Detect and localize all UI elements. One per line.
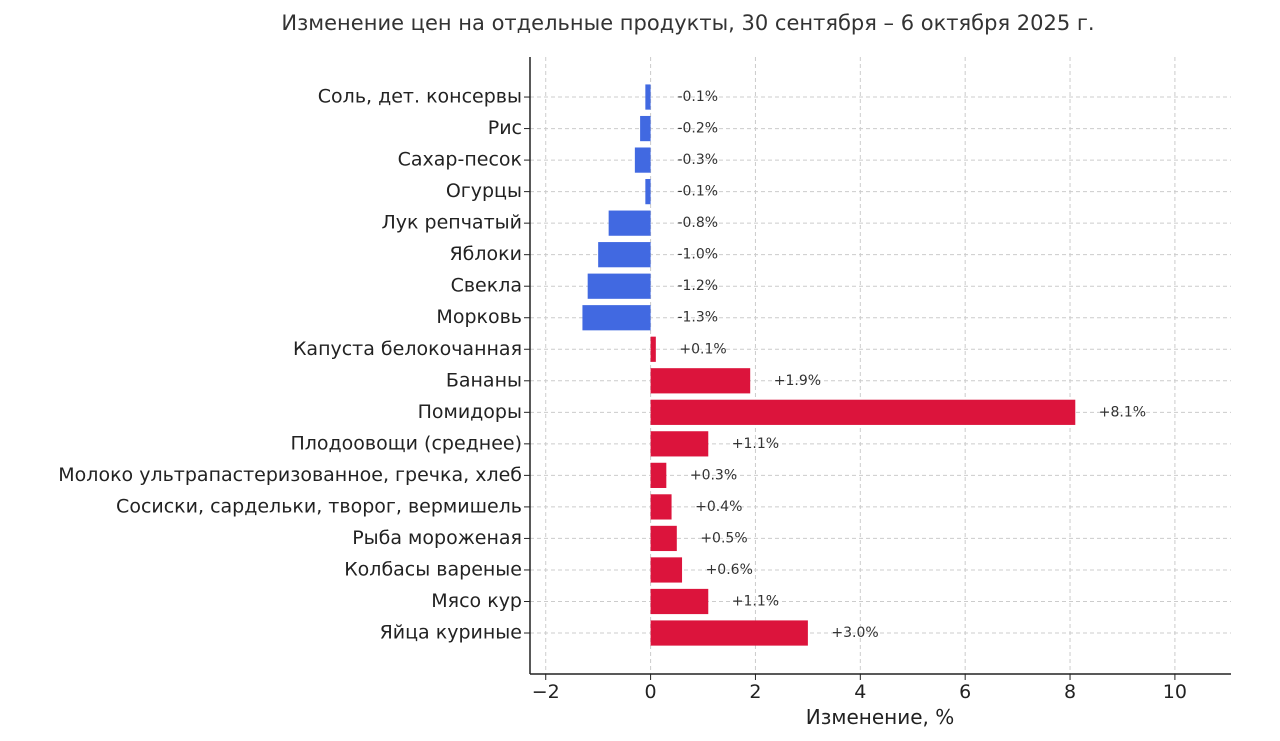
bar [650,620,808,646]
y-tick-label: Соль, дет. консервы [318,86,522,108]
bar [650,462,667,488]
data-label: -1.2% [677,278,718,294]
bars [582,84,1076,646]
data-label: +0.6% [706,562,753,578]
x-tick-label: 10 [1163,681,1187,703]
data-label: +0.3% [690,467,737,483]
data-label: -0.2% [677,121,718,137]
y-tick-label: Помидоры [418,401,522,423]
y-tick-label: Плодоовощи (среднее) [290,432,522,454]
data-label: -1.3% [677,310,718,326]
y-tick-label: Мясо кур [431,590,522,612]
data-label: +1.1% [732,436,779,452]
y-tick-label: Капуста белокочанная [293,338,522,360]
x-tick-label: 0 [645,681,657,703]
x-tick-label: −2 [532,681,560,703]
data-label: +0.4% [695,499,742,515]
data-label: -1.0% [677,247,718,263]
data-label: -0.1% [677,89,718,105]
bar [650,494,672,520]
y-tick-label: Лук репчатый [381,212,522,234]
bar [650,336,656,362]
bar [650,525,677,552]
x-tick-label: 6 [959,681,971,703]
data-label: +8.1% [1099,404,1146,420]
data-label: +1.9% [774,373,821,389]
data-label: -0.3% [677,152,718,168]
chart-title: Изменение цен на отдельные продукты, 30 … [281,11,1094,35]
y-tick-label: Сахар-песок [398,149,522,171]
x-tick-label: 4 [854,681,866,703]
y-tick-label: Рыба мороженая [352,527,522,549]
bar [582,305,651,331]
bar [634,147,651,173]
data-label: +3.0% [831,625,878,641]
x-tick-label: 8 [1064,681,1076,703]
bar [650,399,1076,425]
y-tick-label: Сосиски, сардельки, творог, вермишель [116,495,522,517]
y-tick-label: Морковь [436,306,522,328]
data-label: +1.1% [732,593,779,609]
x-tick-label: 2 [749,681,761,703]
bar [640,115,651,142]
y-tick-label: Рис [488,117,522,139]
bar [598,242,651,268]
bar [650,588,709,615]
bar [650,557,683,583]
x-axis-label: Изменение, % [806,705,954,729]
y-tick-label: Колбасы вареные [344,558,522,580]
bar [645,84,651,110]
y-tick-label: Бананы [446,369,522,391]
y-tick-label: Свекла [451,275,522,297]
y-axis-ticks: Соль, дет. консервы Рис Сахар-песок Огурцы Л… [58,86,530,644]
data-label: +0.5% [700,530,747,546]
data-labels: -0.1% -0.2% -0.3% -0.1% -0.8% -1.0% -1.2% -1.3%… [677,89,1146,641]
y-tick-label: Огурцы [446,180,522,202]
bar [608,210,651,236]
bar [587,273,651,299]
x-axis-ticks: −2 0 2 4 6 8 10 [532,674,1187,703]
bar [650,431,709,457]
data-label: -0.8% [677,215,718,231]
y-tick-label: Молоко ультрапастеризованное, гречка, хл… [58,464,522,486]
grid [530,57,1231,674]
data-label: +0.1% [679,341,726,357]
y-tick-label: Яблоки [449,243,522,265]
bar [645,179,651,205]
data-label: -0.1% [677,184,718,200]
y-tick-label: Яйца куриные [380,622,522,644]
bar [650,368,751,394]
